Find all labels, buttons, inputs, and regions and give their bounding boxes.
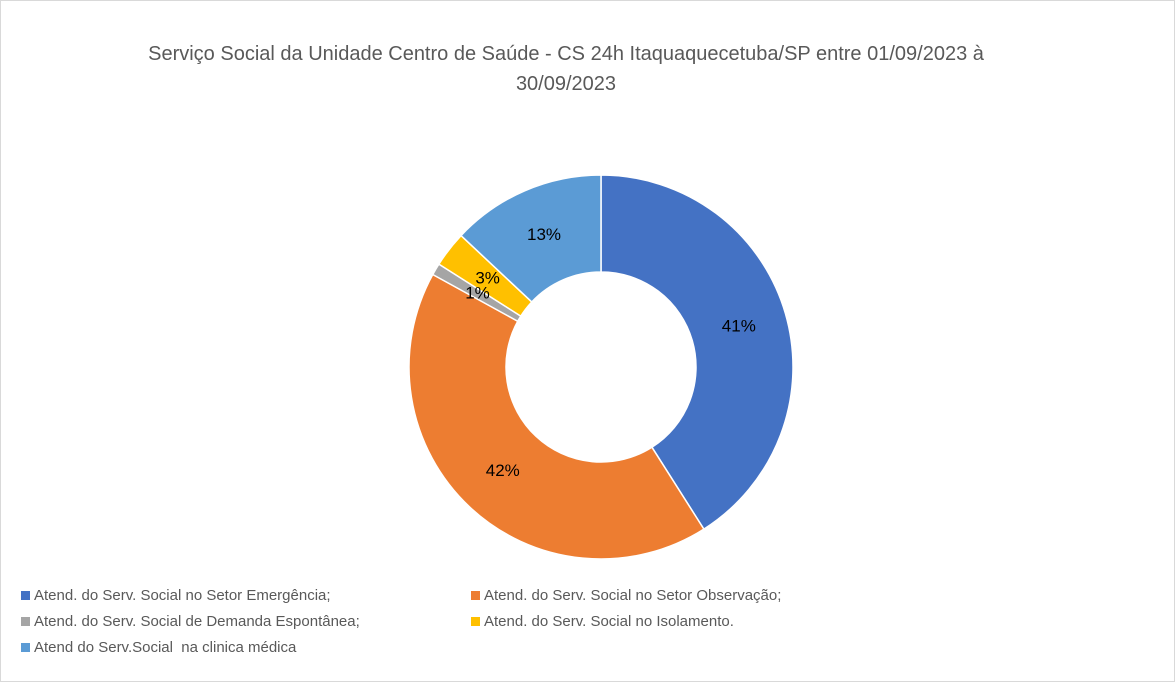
plot: 41% 42% 1%3% 13%: [408, 174, 794, 560]
legend-swatch: [471, 590, 480, 600]
legend-swatch: [21, 590, 30, 600]
slice: [459, 174, 602, 304]
legend-item: Atend do Serv.Social na clinica médica: [21, 636, 471, 658]
legend-swatch: [21, 642, 30, 652]
legend-label: Atend do Serv.Social na clinica médica: [34, 638, 297, 656]
legend-label: Atend. do Serv. Social de Demanda Espont…: [34, 612, 360, 630]
chart-title: Serviço Social da Unidade Centro de Saúd…: [148, 43, 984, 95]
data-label: 13%: [527, 225, 561, 244]
legend-item: Atend. do Serv. Social no Isolamento.: [471, 610, 921, 632]
legend-label: Atend. do Serv. Social no Setor Emergênc…: [34, 586, 331, 604]
data-label: 1%: [465, 283, 490, 302]
legend-label: Atend. do Serv. Social no Isolamento.: [484, 612, 734, 630]
legend-item: Atend. do Serv. Social no Setor Emergênc…: [21, 584, 471, 606]
legend: Atend. do Serv. Social no Setor Emergênc…: [21, 584, 941, 658]
slice: [408, 273, 705, 560]
data-label: 42%: [486, 461, 520, 480]
legend-item: Atend. do Serv. Social no Setor Observaç…: [471, 584, 921, 606]
legend-swatch: [21, 616, 30, 626]
legend-label: Atend. do Serv. Social no Setor Observaç…: [484, 586, 782, 604]
slice: [600, 174, 794, 531]
data-label: 41%: [722, 316, 756, 335]
data-label: 3%: [475, 269, 500, 288]
legend-swatch: [471, 616, 480, 626]
legend-item: Atend. do Serv. Social de Demanda Espont…: [21, 610, 471, 632]
